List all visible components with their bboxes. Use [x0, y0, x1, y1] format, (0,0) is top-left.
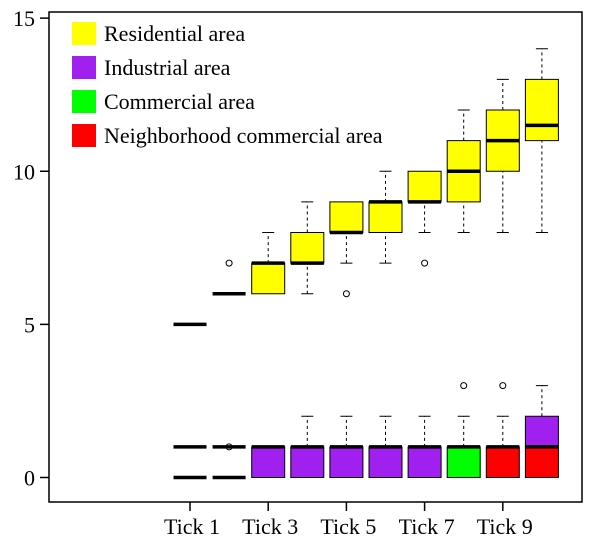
box [407, 415, 442, 478]
box-body [290, 446, 325, 478]
box-body [368, 446, 403, 478]
box-outlier [342, 290, 350, 298]
box-body [524, 78, 559, 142]
box [446, 382, 481, 478]
box [368, 415, 403, 478]
box [407, 170, 442, 267]
x-tick-label: Tick 1 [164, 514, 220, 539]
box-outlier [460, 382, 468, 390]
legend-swatch [72, 56, 96, 79]
x-tick-label: Tick 7 [399, 514, 455, 539]
y-tick-label: 15 [13, 6, 35, 31]
box-body [251, 262, 286, 295]
box [251, 232, 286, 295]
box-body [485, 446, 520, 478]
box [524, 445, 559, 478]
box-body [329, 201, 364, 233]
box-outlier [499, 382, 507, 390]
legend-label: Commercial area [104, 89, 255, 114]
x-tick-label: Tick 5 [320, 514, 376, 539]
y-tick-label: 10 [13, 159, 35, 184]
legend-swatch [72, 124, 96, 147]
y-tick-label: 0 [24, 466, 35, 491]
legend-label: Neighborhood commercial area [104, 123, 383, 148]
box-body [290, 232, 325, 264]
box-outlier [225, 443, 233, 451]
box [485, 78, 520, 233]
box [212, 443, 246, 480]
legend-label: Industrial area [104, 55, 231, 80]
box [251, 445, 286, 478]
box-body [368, 201, 403, 233]
box-body [407, 170, 442, 203]
x-tick-label: Tick 9 [477, 514, 533, 539]
x-tick-label: Tick 3 [242, 514, 298, 539]
box [524, 48, 559, 233]
box-body [446, 446, 481, 478]
box-outlier [225, 259, 233, 267]
y-axis: 0 5 10 15 [13, 6, 49, 491]
legend-swatch [72, 90, 96, 113]
legend-label: Residential area [104, 21, 245, 46]
box-body [524, 446, 559, 478]
box [329, 415, 364, 478]
box [368, 170, 403, 264]
legend: Residential area Industrial area Commercia… [72, 21, 383, 148]
box [290, 415, 325, 478]
box-body [524, 415, 559, 448]
box-body [329, 446, 364, 478]
box [446, 109, 481, 233]
box-group [173, 48, 559, 480]
y-tick-label: 5 [24, 312, 35, 337]
box [212, 259, 246, 296]
box [329, 201, 364, 298]
legend-swatch [72, 22, 96, 45]
box [290, 201, 325, 295]
box-body [251, 446, 286, 478]
box-body [407, 446, 442, 478]
plot-frame [48, 11, 583, 503]
box [485, 382, 520, 478]
x-axis: Tick 1 Tick 3 Tick 5 Tick 7 Tick 9 [164, 502, 533, 539]
box-outlier [421, 259, 429, 267]
